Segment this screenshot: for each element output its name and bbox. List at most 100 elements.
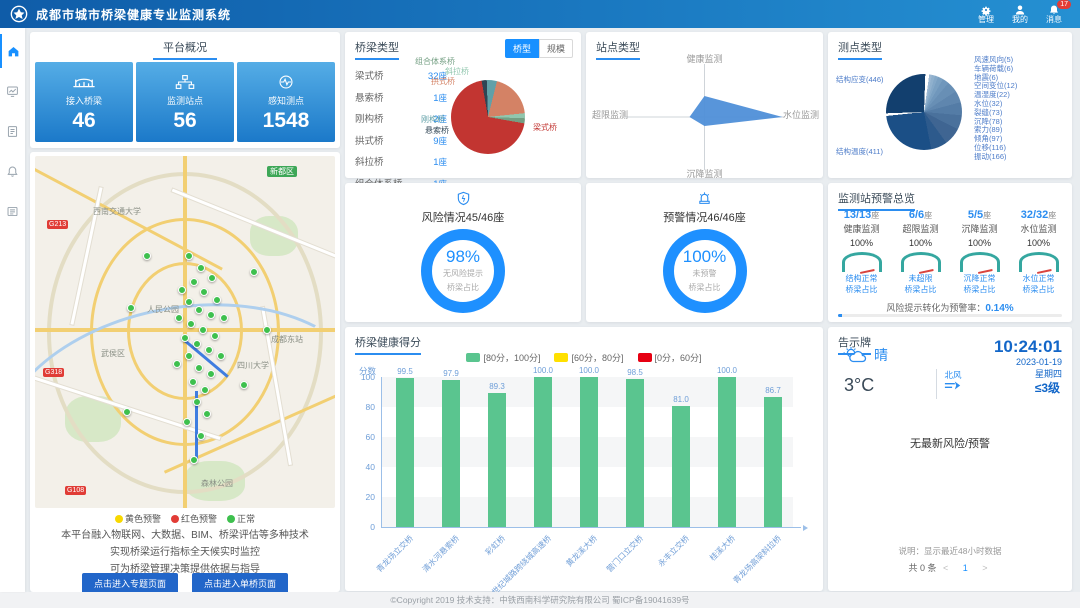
bridge-marker[interactable]: [175, 314, 183, 322]
list-item: 刚构桥 2 座: [355, 114, 447, 125]
bridge-marker[interactable]: [195, 306, 203, 314]
single-bridge-page-button[interactable]: 点击进入单桥页面: [192, 573, 289, 594]
bar[interactable]: [442, 380, 460, 527]
bridge-marker[interactable]: [200, 288, 208, 296]
bridge-marker[interactable]: [207, 370, 215, 378]
wind-level: ≤3级: [1034, 381, 1060, 395]
bridge-marker[interactable]: [195, 364, 203, 372]
pie-label: 裂缝(73): [974, 107, 1003, 117]
sidebar-item-monitor[interactable]: [0, 74, 25, 108]
bar[interactable]: [488, 393, 506, 527]
bridge-type-pie[interactable]: [451, 80, 525, 154]
bridge-marker[interactable]: [187, 320, 195, 328]
x-axis-arrow: [803, 524, 808, 531]
bridge-marker[interactable]: [189, 378, 197, 386]
bridge-marker[interactable]: [185, 298, 193, 306]
bridge-marker[interactable]: [213, 296, 221, 304]
toggle-bridge-form[interactable]: 桥型: [504, 39, 539, 58]
y-tick: 80: [365, 402, 375, 412]
overview-panel: 平台概况 接入桥梁 46 监测站点 56 感知测点 1548: [30, 32, 340, 148]
pie-label: 倾角(97): [974, 134, 1003, 144]
sidebar-item-ledger[interactable]: [0, 194, 25, 228]
bridge-marker[interactable]: [185, 252, 193, 260]
bridge-marker[interactable]: [199, 326, 207, 334]
bar[interactable]: [580, 377, 598, 527]
station-column: 32/32座 水位监测 100% 水位正常 桥梁占比: [1018, 209, 1059, 294]
map-label: 西南交通大学: [93, 207, 141, 216]
bridge-marker[interactable]: [190, 278, 198, 286]
bridge-marker[interactable]: [207, 311, 215, 319]
bridge-marker[interactable]: [217, 352, 225, 360]
x-axis: [381, 527, 801, 528]
bridge-marker[interactable]: [190, 456, 198, 464]
topic-page-button[interactable]: 点击进入专题页面: [81, 573, 178, 594]
current-page[interactable]: 1: [962, 563, 968, 573]
bar[interactable]: [764, 396, 782, 527]
bridge-marker[interactable]: [123, 408, 131, 416]
radar-axis-label: 超限监测: [592, 110, 629, 120]
pie-label: 刚构桥: [421, 115, 445, 124]
bar[interactable]: [672, 405, 690, 527]
bridge-marker[interactable]: [211, 332, 219, 340]
toggle-bridge-scale[interactable]: 规模: [538, 39, 573, 58]
sidebar-item-home[interactable]: [0, 34, 25, 68]
bar-group: 89.3: [474, 382, 520, 527]
bridge-marker[interactable]: [203, 410, 211, 418]
bridge-marker[interactable]: [178, 286, 186, 294]
bar[interactable]: [626, 379, 644, 527]
wind: 北风: [944, 369, 962, 392]
risk-percent: 98%: [445, 247, 481, 267]
x-label: 永丰立交桥: [656, 533, 692, 569]
note: 说明：显示最近48小时数据: [898, 546, 1002, 556]
bridge-marker[interactable]: [263, 326, 271, 334]
weather-text: 晴: [874, 347, 888, 363]
bridge-marker[interactable]: [193, 398, 201, 406]
station-overview-grid: 13/13座 健康监测 100% 结构正常 桥梁占比 6/6座 超限监测 100%…: [832, 209, 1068, 296]
platform-description: 实现桥梁运行指标全天候实时监控: [110, 547, 260, 558]
next-page-button[interactable]: >: [982, 563, 988, 573]
pie-label: 拱式桥: [431, 77, 455, 86]
bridge-marker[interactable]: [208, 274, 216, 282]
bridge-marker[interactable]: [250, 268, 258, 276]
city-map[interactable]: 新都区 西南交通大学 人民公园 武侯区 四川大学 成都东站 森林公园 G213 …: [35, 156, 335, 508]
chart-icon: [7, 86, 18, 97]
legend-yellow: 黄色预警: [114, 512, 161, 525]
sidebar-item-report[interactable]: [0, 114, 25, 148]
bar[interactable]: [396, 377, 414, 527]
siren-icon: [586, 191, 823, 211]
bridge-marker[interactable]: [185, 352, 193, 360]
card-bridges[interactable]: 接入桥梁 46: [35, 62, 133, 142]
station-type-radar[interactable]: 健康监测 水位监测 沉降监测 超限监测: [586, 54, 823, 179]
bar[interactable]: [718, 377, 736, 527]
x-label: 青龙场立交桥: [374, 533, 416, 575]
point-type-pie[interactable]: [886, 74, 962, 150]
bridge-marker[interactable]: [173, 360, 181, 368]
bridge-marker[interactable]: [220, 314, 228, 322]
nav-mine[interactable]: 我的: [1012, 4, 1028, 25]
bridge-marker[interactable]: [197, 264, 205, 272]
wind-direction: 北风: [944, 370, 962, 380]
bridge-marker[interactable]: [201, 386, 209, 394]
card-stations[interactable]: 监测站点 56: [136, 62, 234, 142]
bridge-marker[interactable]: [240, 381, 248, 389]
road-badge: G108: [65, 486, 87, 495]
bridge-marker[interactable]: [183, 418, 191, 426]
footer: ©Copyright 2019 技术支持：中铁西南科学研究院有限公司 蜀ICP备…: [0, 592, 1080, 608]
y-tick: 0: [370, 522, 375, 532]
card-sensors[interactable]: 感知测点 1548: [237, 62, 335, 142]
bridge-marker[interactable]: [143, 252, 151, 260]
nav-message[interactable]: 17 消息: [1046, 0, 1071, 25]
sidebar-item-alarm[interactable]: [0, 154, 25, 188]
bridge-marker[interactable]: [127, 304, 135, 312]
bridge-marker[interactable]: [181, 334, 189, 342]
green-swatch-icon: [466, 353, 481, 362]
pie-label: 振动(166): [974, 151, 1007, 161]
nav-admin[interactable]: 管理: [978, 4, 994, 25]
shield-icon: [345, 191, 581, 211]
bar[interactable]: [534, 377, 552, 527]
bridge-marker[interactable]: [205, 346, 213, 354]
bridge-marker[interactable]: [193, 340, 201, 348]
bridge-marker[interactable]: [197, 432, 205, 440]
prev-page-button[interactable]: <: [942, 563, 949, 573]
x-label: 桂溪大桥: [708, 533, 738, 563]
